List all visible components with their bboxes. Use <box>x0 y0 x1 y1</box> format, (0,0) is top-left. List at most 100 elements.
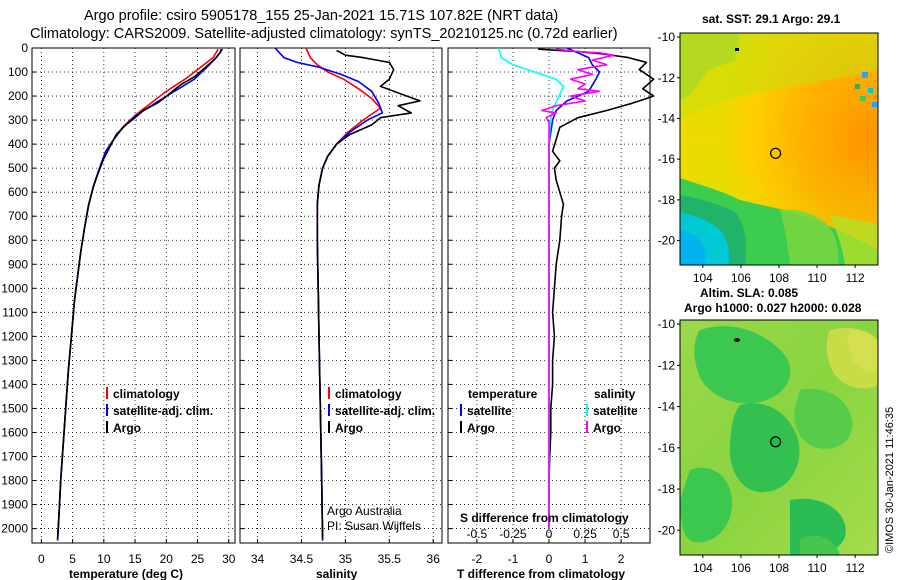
map-y-tick-label: -20 <box>658 523 676 537</box>
depth-tick-label: 300 <box>8 113 28 127</box>
map-y-tick-label: -14 <box>658 111 676 125</box>
temperature-legend-argo: Argo <box>113 421 141 435</box>
difference-lines <box>497 47 655 529</box>
top-tick-label: -0.25 <box>499 527 527 541</box>
difference-legend: temperature salinity satellite Argo sate… <box>460 387 638 435</box>
temperature-panel-frame <box>31 47 236 544</box>
depth-tick-label: 1000 <box>1 281 28 295</box>
credit-pi: PI: Susan Wijffels <box>327 519 421 533</box>
map-x-tick-label: 108 <box>769 271 789 285</box>
sla-map: Altim. SLA: 0.085 Argo h1000: 0.027 h200… <box>658 286 879 575</box>
x-tick-label: 25 <box>191 552 205 566</box>
salinity-legend-satellite: satellite-adj. clim. <box>335 404 435 418</box>
difference-xticks: -2 -1 0 1 2 <box>472 539 625 566</box>
difference-legend-salinity-title: salinity <box>594 387 636 401</box>
x-tick-label: 34 <box>251 552 265 566</box>
temperature-xticks: 0 5 10 15 20 25 30 <box>38 539 236 566</box>
sla-map-xticks: 104 106 108 110 112 <box>693 555 865 575</box>
x-tick-label: 35 <box>339 552 353 566</box>
map-x-tick-label: 106 <box>731 271 751 285</box>
depth-tick-label: 900 <box>8 257 28 271</box>
depth-tick-label: 1800 <box>1 474 28 488</box>
x-tick-label: 34.5 <box>290 552 314 566</box>
difference-legend-temperature-title: temperature <box>468 387 538 401</box>
x-tick-label: 10 <box>97 552 111 566</box>
difference-legend-temp-argo: Argo <box>467 421 495 435</box>
difference-legend-temp-argo-swatch <box>460 421 462 433</box>
salinity-grid <box>240 47 442 543</box>
salinity-lines <box>274 47 421 541</box>
sst-argo-location-marker <box>769 147 782 159</box>
salinity-legend-climatology: climatology <box>335 387 402 401</box>
difference-legend-temp-satellite-swatch <box>460 404 462 416</box>
depth-tick-label: 1100 <box>2 305 28 319</box>
depth-tick-label: 1700 <box>1 449 28 463</box>
series-line-argo <box>316 49 421 539</box>
series-line-argo <box>56 48 223 539</box>
top-tick-label: 0 <box>546 527 553 541</box>
top-tick-label: 0.25 <box>573 527 597 541</box>
credit-organisation: Argo Australia <box>327 504 402 518</box>
depth-axis: 0 100 200 300 400 500 600 700 800 900 1000 1100 1200… <box>1 41 28 536</box>
depth-tick-label: 100 <box>8 65 28 79</box>
figure-title-line2: Climatology: CARS2009. Satellite-adjuste… <box>30 26 618 42</box>
temperature-legend-climatology-swatch <box>106 387 108 399</box>
map-x-tick-label: 106 <box>731 561 751 575</box>
sla-argo-location-marker <box>769 436 782 448</box>
map-x-tick-label: 110 <box>808 561 827 575</box>
map-x-tick-label: 104 <box>693 271 713 285</box>
temperature-legend-argo-swatch <box>106 421 108 433</box>
salinity-panel-frame <box>239 47 443 544</box>
top-tick-label: 0.5 <box>613 527 630 541</box>
sla-map-field <box>680 320 878 555</box>
difference-legend-sal-satellite: satellite <box>593 404 638 418</box>
depth-tick-label: 1600 <box>1 425 28 439</box>
map-y-tick-label: -16 <box>658 441 676 455</box>
map-x-tick-label: 104 <box>693 561 713 575</box>
x-tick-label: -2 <box>472 552 483 566</box>
salinity-legend-argo: Argo <box>335 421 363 435</box>
series-line-salinity-argo <box>540 48 615 529</box>
map-y-tick-label: -12 <box>658 71 676 85</box>
depth-tick-label: 800 <box>8 233 28 247</box>
figure-title-line1: Argo profile: csiro 5905178_155 25-Jan-2… <box>84 8 558 24</box>
x-tick-label: -1 <box>508 552 519 566</box>
sla-map-title: Altim. SLA: 0.085 <box>700 286 798 300</box>
depth-tick-label: 0 <box>21 41 28 55</box>
salinity-panel: 34 34.5 35 35.5 36 salinity climatology sate… <box>239 47 443 580</box>
difference-top-ticks: -0.5 -0.25 0 0.25 0.5 <box>467 527 630 541</box>
series-line-temperature-argo <box>538 48 655 529</box>
temperature-legend-satellite-swatch <box>106 404 108 416</box>
x-tick-label: 1 <box>582 552 589 566</box>
x-tick-label: 20 <box>160 552 174 566</box>
difference-legend-sal-argo-swatch <box>586 421 588 433</box>
difference-legend-sal-satellite-swatch <box>586 404 588 416</box>
x-tick-label: 35.5 <box>378 552 402 566</box>
x-tick-label: 0 <box>38 552 45 566</box>
difference-panel: -2 -1 0 1 2 -0.5 -0.25 0 0.25 0.5 S difference f… <box>447 47 655 580</box>
difference-legend-temp-satellite: satellite <box>467 404 512 418</box>
depth-tick-label: 1900 <box>1 498 28 512</box>
salinity-legend-climatology-swatch <box>328 387 330 399</box>
depth-tick-label: 500 <box>8 161 28 175</box>
map-x-tick-label: 112 <box>846 271 865 285</box>
depth-tick-label: 1300 <box>1 353 28 367</box>
temperature-lines <box>56 48 224 541</box>
depth-tick-label: 1500 <box>1 401 28 415</box>
map-y-tick-label: -16 <box>658 152 676 166</box>
salinity-axis-label: salinity <box>316 567 358 580</box>
salinity-legend-argo-swatch <box>328 421 330 433</box>
sst-map-yticks: -10 -12 -14 -16 -18 -20 <box>658 30 680 248</box>
depth-tick-label: 1400 <box>1 377 28 391</box>
temperature-legend-satellite: satellite-adj. clim. <box>113 404 213 418</box>
map-y-tick-label: -10 <box>658 30 676 44</box>
depth-tick-label: 400 <box>8 137 28 151</box>
sst-map-xticks: 104 106 108 110 112 <box>693 265 865 285</box>
x-tick-label: 2 <box>618 552 625 566</box>
map-y-tick-label: -10 <box>658 317 676 331</box>
top-tick-label: -0.5 <box>467 527 488 541</box>
map-y-tick-label: -14 <box>658 400 676 414</box>
map-y-tick-label: -18 <box>658 482 676 496</box>
sla-map-yticks: -10 -12 -14 -16 -18 -20 <box>658 317 680 537</box>
